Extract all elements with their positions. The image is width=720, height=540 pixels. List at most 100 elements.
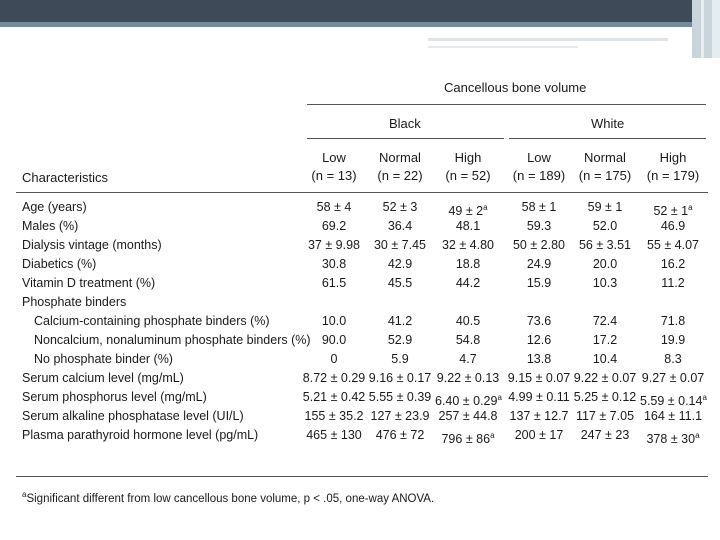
column-header-label: Normal bbox=[379, 150, 421, 165]
table-cell: 30 ± 7.45 bbox=[373, 238, 427, 252]
table-row: Serum calcium level (mg/mL) 8.72 ± 0.29 9.… bbox=[16, 369, 708, 388]
row-label: Serum alkaline phosphatase level (UI/L) bbox=[22, 409, 244, 423]
row-label: Diabetics (%) bbox=[22, 257, 97, 271]
table-cell: 200 ± 17 bbox=[514, 428, 564, 442]
table-row: Diabetics (%) 30.8 42.9 18.8 24.9 20.0 16.2 bbox=[16, 255, 708, 274]
table-cell: 117 ± 7.05 bbox=[575, 409, 635, 423]
table-cell: 72.4 bbox=[592, 314, 618, 328]
table-cell: 69.2 bbox=[321, 219, 347, 233]
table-cell: 44.2 bbox=[455, 276, 481, 290]
table-cell: 54.8 bbox=[455, 333, 481, 347]
table-cell: 11.2 bbox=[661, 276, 685, 290]
table-cell: 24.9 bbox=[526, 257, 552, 271]
column-header-label: Low bbox=[527, 150, 551, 165]
row-label: Plasma parathyroid hormone level (pg/mL) bbox=[22, 428, 259, 442]
table-cell: 164 ± 11.1 bbox=[643, 409, 703, 423]
table-cell: 5.9 bbox=[391, 352, 409, 366]
table-footnote: aSignificant different from low cancello… bbox=[22, 490, 435, 505]
table-cell: 17.2 bbox=[592, 333, 618, 347]
row-label: Serum phosphorus level (mg/mL) bbox=[22, 390, 207, 404]
table-cell: 476 ± 72 bbox=[375, 428, 425, 442]
table-cell: 52 ± 3 bbox=[382, 200, 418, 214]
table-group-title: Cancellous bone volume bbox=[444, 80, 587, 95]
table-cell: 12.6 bbox=[526, 333, 552, 347]
row-label: Males (%) bbox=[22, 219, 79, 233]
table-row: Males (%) 69.2 36.4 48.1 59.3 52.0 46.9 bbox=[16, 217, 708, 236]
table-cell: 40.5 bbox=[455, 314, 481, 328]
table-cell: 32 ± 4.80 bbox=[441, 238, 495, 252]
table-cell: 55 ± 4.07 bbox=[646, 238, 700, 252]
table-cell: 61.5 bbox=[321, 276, 347, 290]
table-cell: 9.27 ± 0.07 bbox=[641, 371, 705, 385]
table-cell: 155 ± 35.2 bbox=[304, 409, 364, 423]
header-rule bbox=[509, 138, 706, 139]
row-label: Dialysis vintage (months) bbox=[22, 238, 162, 252]
row-label: Phosphate binders bbox=[22, 295, 127, 309]
table-cell: 15.9 bbox=[526, 276, 552, 290]
table-cell: 50 ± 2.80 bbox=[512, 238, 566, 252]
header-rule bbox=[307, 138, 504, 139]
table-cell: 59.3 bbox=[526, 219, 552, 233]
group-header-white: White bbox=[591, 116, 625, 131]
table-cell: 8.72 ± 0.29 bbox=[302, 371, 366, 385]
table-cell: 58 ± 4 bbox=[316, 200, 352, 214]
table-row: Phosphate binders bbox=[16, 293, 708, 312]
table-cell: 46.9 bbox=[660, 219, 686, 233]
header-rule bbox=[307, 104, 706, 105]
row-label: No phosphate binder (%) bbox=[34, 352, 173, 366]
row-label: Calcium-containing phosphate binders (%) bbox=[34, 314, 270, 328]
table-cell: 52 ± 1a bbox=[653, 203, 693, 219]
table-cell: 41.2 bbox=[387, 314, 413, 328]
row-label: Vitamin D treatment (%) bbox=[22, 276, 156, 290]
table-cell: 20.0 bbox=[592, 257, 618, 271]
table-cell: 52.9 bbox=[387, 333, 413, 347]
table-cell: 796 ± 86a bbox=[441, 431, 495, 447]
table-cell: 52.0 bbox=[592, 219, 618, 233]
row-label: Noncalcium, nonaluminum phosphate binder… bbox=[34, 333, 311, 347]
slide-decoration-line bbox=[428, 46, 578, 48]
table-cell: 56 ± 3.51 bbox=[578, 238, 632, 252]
column-header-n: (n = 13) bbox=[311, 168, 357, 183]
table-row: Calcium-containing phosphate binders (%)… bbox=[16, 312, 708, 331]
table-cell: 378 ± 30a bbox=[646, 431, 700, 447]
header-bottom-rule bbox=[16, 192, 708, 193]
column-header-label: High bbox=[454, 150, 482, 165]
table-cell: 0 bbox=[330, 352, 338, 366]
characteristics-header: Characteristics bbox=[22, 170, 108, 185]
table-cell: 465 ± 130 bbox=[306, 428, 362, 442]
table-row: Dialysis vintage (months) 37 ± 9.98 30 ± 7… bbox=[16, 236, 708, 255]
slide-top-stripe bbox=[0, 22, 720, 27]
slide-top-bar bbox=[0, 0, 720, 22]
slide-corner-decoration bbox=[692, 0, 720, 58]
table-cell: 8.3 bbox=[664, 352, 682, 366]
table-cell: 90.0 bbox=[321, 333, 347, 347]
column-header-label: Low bbox=[322, 150, 346, 165]
column-header: Low (n = 189) bbox=[506, 149, 572, 185]
table-cell: 18.8 bbox=[455, 257, 481, 271]
table-cell: 19.9 bbox=[660, 333, 686, 347]
table-cell: 9.15 ± 0.07 bbox=[507, 371, 571, 385]
table-row: Noncalcium, nonaluminum phosphate binder… bbox=[16, 331, 708, 350]
row-label: Serum calcium level (mg/mL) bbox=[22, 371, 184, 385]
column-header-n: (n = 189) bbox=[512, 168, 566, 183]
column-header-label: High bbox=[659, 150, 687, 165]
table-cell: 5.55 ± 0.39 bbox=[368, 390, 432, 404]
column-header-n: (n = 52) bbox=[445, 168, 491, 183]
table-row: Age (years) 58 ± 4 52 ± 3 49 ± 2a 58 ± 1 59 ±… bbox=[16, 198, 708, 218]
group-header-black: Black bbox=[389, 116, 421, 131]
table-cell: 9.22 ± 0.13 bbox=[436, 371, 500, 385]
table-cell: 42.9 bbox=[387, 257, 413, 271]
table-cell: 49 ± 2a bbox=[448, 203, 488, 219]
table-cell: 36.4 bbox=[387, 219, 413, 233]
slide-decoration-line bbox=[428, 38, 668, 41]
table-cell: 5.25 ± 0.12 bbox=[573, 390, 637, 404]
table-bottom-rule bbox=[16, 476, 708, 477]
table-cell: 73.6 bbox=[526, 314, 552, 328]
table-row: Vitamin D treatment (%) 61.5 45.5 44.2 15.9 1… bbox=[16, 274, 708, 293]
table-cell: 30.8 bbox=[321, 257, 347, 271]
column-header-n: (n = 175) bbox=[578, 168, 632, 183]
table-row: No phosphate binder (%) 0 5.9 4.7 13.8 10.4 8.… bbox=[16, 350, 708, 369]
table-cell: 16.2 bbox=[660, 257, 686, 271]
column-header-n: (n = 22) bbox=[377, 168, 423, 183]
table-cell: 10.4 bbox=[592, 352, 618, 366]
